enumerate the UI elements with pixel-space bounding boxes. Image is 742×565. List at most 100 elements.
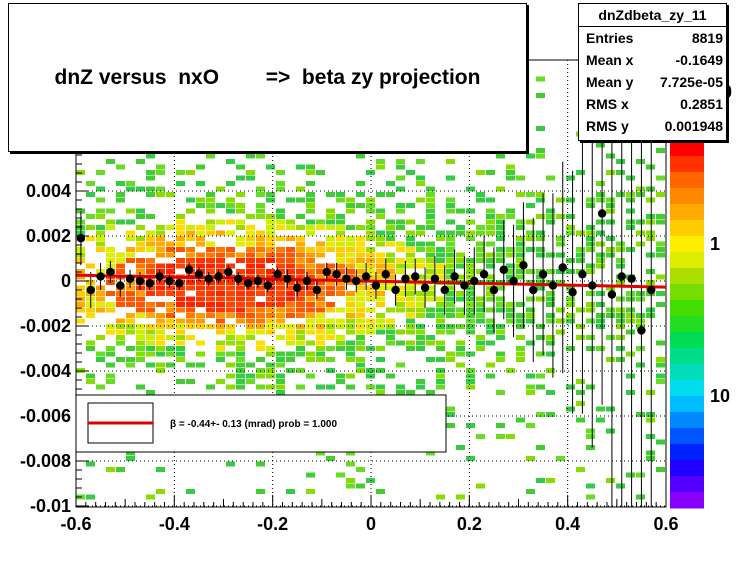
profile-point [548, 281, 558, 290]
heatmap-cell [266, 362, 275, 368]
heatmap-cell [136, 214, 145, 219]
heatmap-cell [376, 357, 385, 362]
heatmap-cell [406, 170, 415, 175]
heatmap-cell [146, 291, 155, 296]
heatmap-cell [266, 247, 275, 252]
heatmap-cell [156, 280, 165, 285]
heatmap-cell [346, 225, 355, 230]
heatmap-cell [126, 247, 135, 252]
color-palette: 10 1 10 [670, 82, 732, 509]
heatmap-cell [236, 302, 245, 307]
profile-point [597, 209, 607, 218]
heatmap-cell [176, 340, 185, 346]
heatmap-cell [586, 197, 595, 203]
heatmap-cell [356, 302, 365, 307]
heatmap-cell [336, 192, 345, 197]
heatmap-cell [96, 236, 105, 241]
heatmap-cell [226, 302, 235, 307]
heatmap-cell [216, 307, 225, 313]
profile-point [647, 285, 656, 295]
heatmap-cell [286, 263, 295, 269]
heatmap-cell [606, 357, 615, 362]
heatmap-cell [116, 258, 125, 263]
heatmap-cell [556, 318, 565, 324]
heatmap-cell [286, 219, 295, 225]
heatmap-cell [186, 313, 195, 318]
heatmap-cell [146, 258, 155, 263]
heatmap-cell [636, 472, 645, 478]
heatmap-cell [576, 230, 585, 236]
heatmap-cell [286, 351, 295, 357]
heatmap-cell [186, 258, 195, 263]
heatmap-cell [426, 357, 435, 362]
heatmap-cell [576, 401, 585, 406]
heatmap-cell [256, 489, 265, 494]
profile-point [499, 265, 508, 274]
heatmap-cell [346, 296, 355, 302]
heatmap-cell [356, 203, 365, 208]
heatmap-cell [166, 324, 175, 329]
heatmap-cell [456, 351, 465, 357]
heatmap-cell [146, 230, 155, 236]
heatmap-cell [556, 241, 565, 247]
heatmap-cell [226, 296, 235, 302]
heatmap-cell [306, 489, 315, 494]
heatmap-cell [156, 241, 165, 247]
heatmap-cell [426, 307, 435, 313]
heatmap-cell [296, 247, 305, 252]
heatmap-cell [286, 357, 295, 362]
heatmap-cell [286, 368, 295, 373]
heatmap-cell [466, 302, 475, 307]
heatmap-cell [306, 340, 315, 346]
heatmap-cell [476, 335, 485, 340]
heatmap-cell [496, 335, 505, 340]
heatmap-cell [386, 236, 395, 241]
heatmap-cell [256, 302, 265, 307]
heatmap-cell [236, 241, 245, 247]
heatmap-cell [326, 280, 335, 285]
heatmap-cell [276, 181, 285, 186]
heatmap-cell [626, 197, 635, 203]
heatmap-cell [436, 236, 445, 241]
heatmap-cell [306, 170, 315, 175]
heatmap-cell [106, 252, 115, 258]
heatmap-cell [106, 351, 115, 357]
heatmap-cell [386, 373, 395, 379]
heatmap-cell [606, 219, 615, 225]
heatmap-cell [246, 269, 255, 274]
heatmap-cell [486, 208, 495, 214]
heatmap-cell [366, 384, 375, 390]
heatmap-cell [76, 208, 85, 214]
heatmap-cell [656, 148, 665, 153]
heatmap-cell [376, 192, 385, 197]
heatmap-cell [616, 357, 625, 362]
heatmap-cell [446, 175, 455, 181]
heatmap-cell [116, 219, 125, 225]
heatmap-cell [516, 351, 525, 357]
heatmap-cell [256, 340, 265, 346]
heatmap-cell [236, 192, 245, 197]
heatmap-cell [626, 247, 635, 252]
heatmap-cell [316, 357, 325, 362]
heatmap-cell [406, 247, 415, 252]
heatmap-cell [486, 241, 495, 247]
heatmap-cell [636, 219, 645, 225]
heatmap-cell [366, 324, 375, 329]
heatmap-cell [346, 258, 355, 263]
heatmap-cell [516, 269, 525, 274]
heatmap-cell [516, 247, 525, 252]
heatmap-cell [506, 269, 515, 274]
heatmap-cell [656, 241, 665, 247]
heatmap-cell [136, 329, 145, 335]
heatmap-cell [356, 181, 365, 186]
heatmap-cell [306, 252, 315, 258]
heatmap-cell [556, 280, 565, 285]
heatmap-cell [296, 269, 305, 274]
heatmap-cell [356, 247, 365, 252]
heatmap-cell [456, 307, 465, 313]
profile-point [312, 285, 322, 295]
heatmap-cell [406, 296, 415, 302]
heatmap-cell [196, 263, 205, 269]
stats-value: -0.1649 [675, 52, 723, 68]
heatmap-cell [426, 214, 435, 219]
